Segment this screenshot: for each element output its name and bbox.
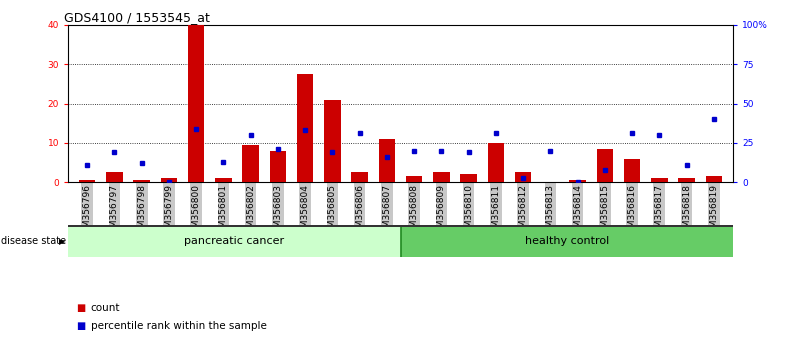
- Bar: [651, 178, 667, 182]
- Bar: [624, 159, 640, 182]
- Bar: [570, 180, 586, 182]
- Bar: [400, 225, 733, 257]
- Bar: [706, 176, 722, 182]
- Bar: [324, 99, 340, 182]
- Bar: [68, 225, 400, 257]
- Text: GDS4100 / 1553545_at: GDS4100 / 1553545_at: [64, 11, 210, 24]
- Bar: [597, 149, 613, 182]
- Bar: [215, 178, 231, 182]
- Bar: [243, 145, 259, 182]
- Text: percentile rank within the sample: percentile rank within the sample: [91, 321, 267, 331]
- Bar: [161, 178, 177, 182]
- Text: disease state: disease state: [1, 236, 66, 246]
- Bar: [515, 172, 531, 182]
- Bar: [433, 172, 449, 182]
- Text: ▶: ▶: [58, 236, 65, 246]
- Bar: [352, 172, 368, 182]
- Bar: [270, 151, 286, 182]
- Text: ■: ■: [76, 303, 86, 313]
- Bar: [488, 143, 504, 182]
- Text: pancreatic cancer: pancreatic cancer: [184, 236, 284, 246]
- Bar: [678, 178, 694, 182]
- Bar: [297, 74, 313, 182]
- Text: healthy control: healthy control: [525, 236, 609, 246]
- Bar: [461, 175, 477, 182]
- Bar: [188, 25, 204, 182]
- Bar: [107, 172, 123, 182]
- Bar: [379, 139, 395, 182]
- Bar: [79, 180, 95, 182]
- Bar: [406, 176, 422, 182]
- Text: count: count: [91, 303, 120, 313]
- Bar: [134, 180, 150, 182]
- Text: ■: ■: [76, 321, 86, 331]
